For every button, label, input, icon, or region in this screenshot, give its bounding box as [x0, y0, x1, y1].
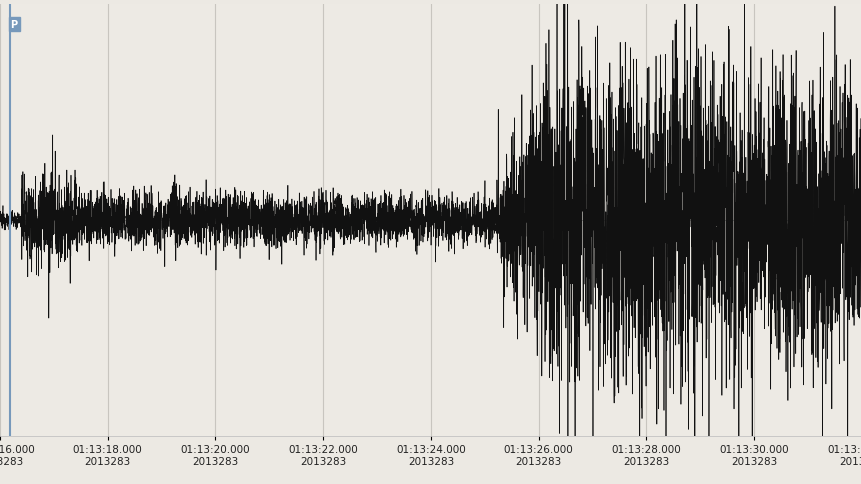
Text: mp: A  ▽: mp: A ▽: [3, 8, 48, 18]
Text: Add Arrivals: Add Arrivals: [151, 8, 214, 18]
Text: P: P: [10, 20, 17, 30]
Text: Fil: 5 HP  ▽: Fil: 5 HP ▽: [65, 8, 121, 18]
Text: Add Time Mrks: Add Time Mrks: [263, 8, 339, 18]
